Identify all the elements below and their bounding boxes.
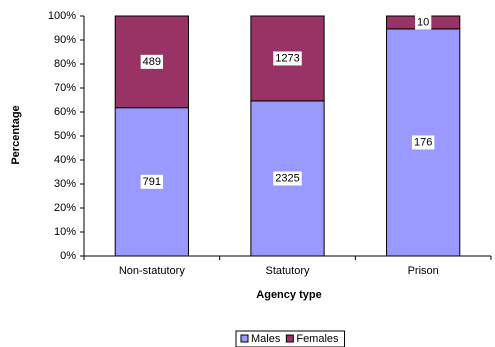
x-tick-label: Prison: [408, 265, 439, 277]
y-axis-title: Percentage: [10, 105, 22, 164]
data-label: 1273: [275, 52, 299, 64]
y-tick-label: 20%: [54, 202, 76, 214]
x-tick-label: Statutory: [265, 265, 310, 277]
data-label: 176: [414, 136, 432, 148]
y-tick-label: 50%: [54, 130, 76, 142]
legend-swatch: [240, 334, 249, 343]
x-tick-label: Non-statutory: [119, 265, 186, 277]
data-label: 10: [417, 16, 429, 28]
data-label-bg: [273, 171, 302, 186]
data-label-bg: [415, 15, 432, 30]
y-tick-label: 0%: [60, 250, 76, 262]
y-tick-label: 70%: [54, 82, 76, 94]
data-label-bg: [411, 135, 435, 150]
data-label-bg: [140, 54, 164, 69]
legend-swatch: [285, 334, 294, 343]
data-label-bg: [140, 174, 164, 189]
x-axis-title: Agency type: [256, 289, 321, 301]
y-tick-label: 30%: [54, 178, 76, 190]
legend-label: Males: [251, 333, 281, 345]
y-tick-label: 10%: [54, 226, 76, 238]
y-tick-label: 60%: [54, 106, 76, 118]
y-tick-label: 40%: [54, 154, 76, 166]
data-label-bg: [273, 51, 302, 66]
data-label: 2325: [275, 172, 299, 184]
y-tick-label: 80%: [54, 58, 76, 70]
data-label: 489: [143, 56, 161, 68]
data-label: 791: [143, 176, 161, 188]
legend-label: Females: [296, 333, 339, 345]
y-tick-label: 100%: [48, 10, 76, 22]
y-tick-label: 90%: [54, 34, 76, 46]
